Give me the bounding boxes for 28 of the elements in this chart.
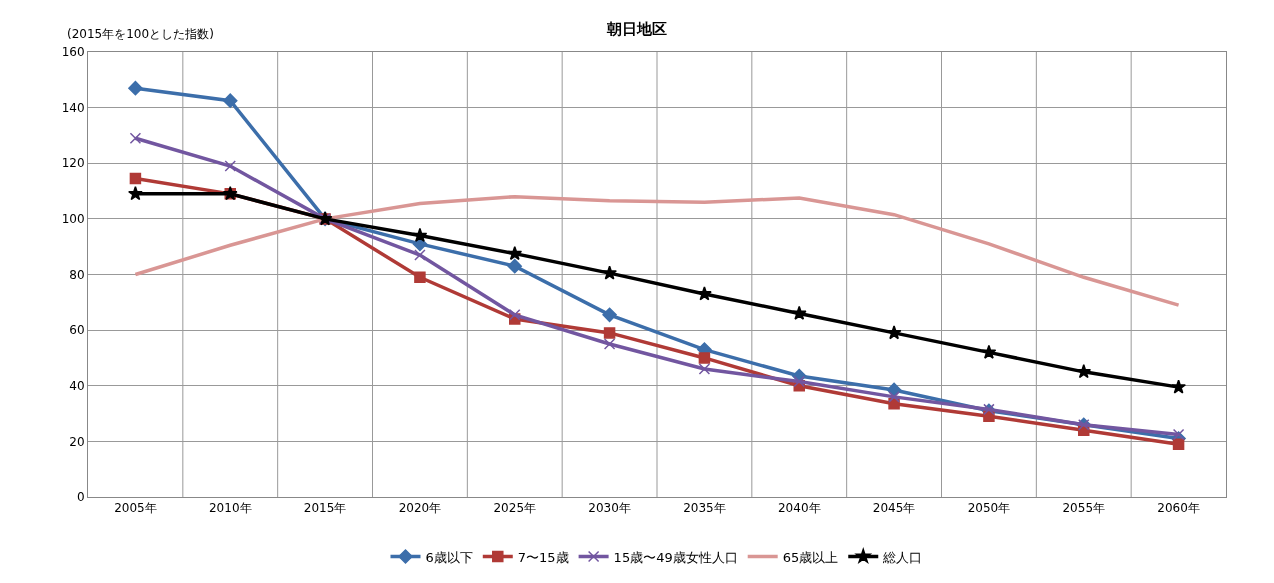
x-tick-label: 2030年 <box>588 501 631 516</box>
x-tick-label: 2015年 <box>303 501 347 516</box>
legend-label: 15歳〜49歳女性人口 <box>613 549 738 565</box>
y-tick-label: 0 <box>76 490 85 505</box>
y-tick-label: 140 <box>61 100 85 115</box>
x-tick-label: 2040年 <box>777 501 821 516</box>
legend-label: 7〜15歳 <box>517 549 569 565</box>
y-tick-label: 40 <box>69 378 85 393</box>
x-tick-label: 2050年 <box>967 501 1011 516</box>
y-tick-label: 60 <box>69 323 85 338</box>
x-tick-label: 2020年 <box>398 501 442 516</box>
legend-label: 65歳以上 <box>782 549 839 565</box>
x-tick-label: 2025年 <box>493 501 537 516</box>
y-tick-label: 120 <box>61 156 85 171</box>
y-tick-label: 100 <box>61 212 85 227</box>
y-axis-title: (2015年を100とした指数) <box>67 27 214 41</box>
chart-title: 朝日地区 <box>606 19 667 38</box>
y-tick-label: 80 <box>69 267 85 282</box>
y-tick-label: 160 <box>61 45 85 60</box>
x-tick-label: 2045年 <box>872 501 916 516</box>
x-tick-label: 2035年 <box>683 501 726 516</box>
legend-label: 6歳以下 <box>425 549 473 565</box>
legend-label: 総人口 <box>882 549 923 565</box>
x-tick-label: 2010年 <box>208 501 252 516</box>
x-tick-label: 2060年 <box>1157 501 1200 516</box>
x-tick-label: 2055年 <box>1062 501 1106 516</box>
y-tick-label: 20 <box>69 434 85 449</box>
x-tick-label: 2005年 <box>114 501 157 516</box>
